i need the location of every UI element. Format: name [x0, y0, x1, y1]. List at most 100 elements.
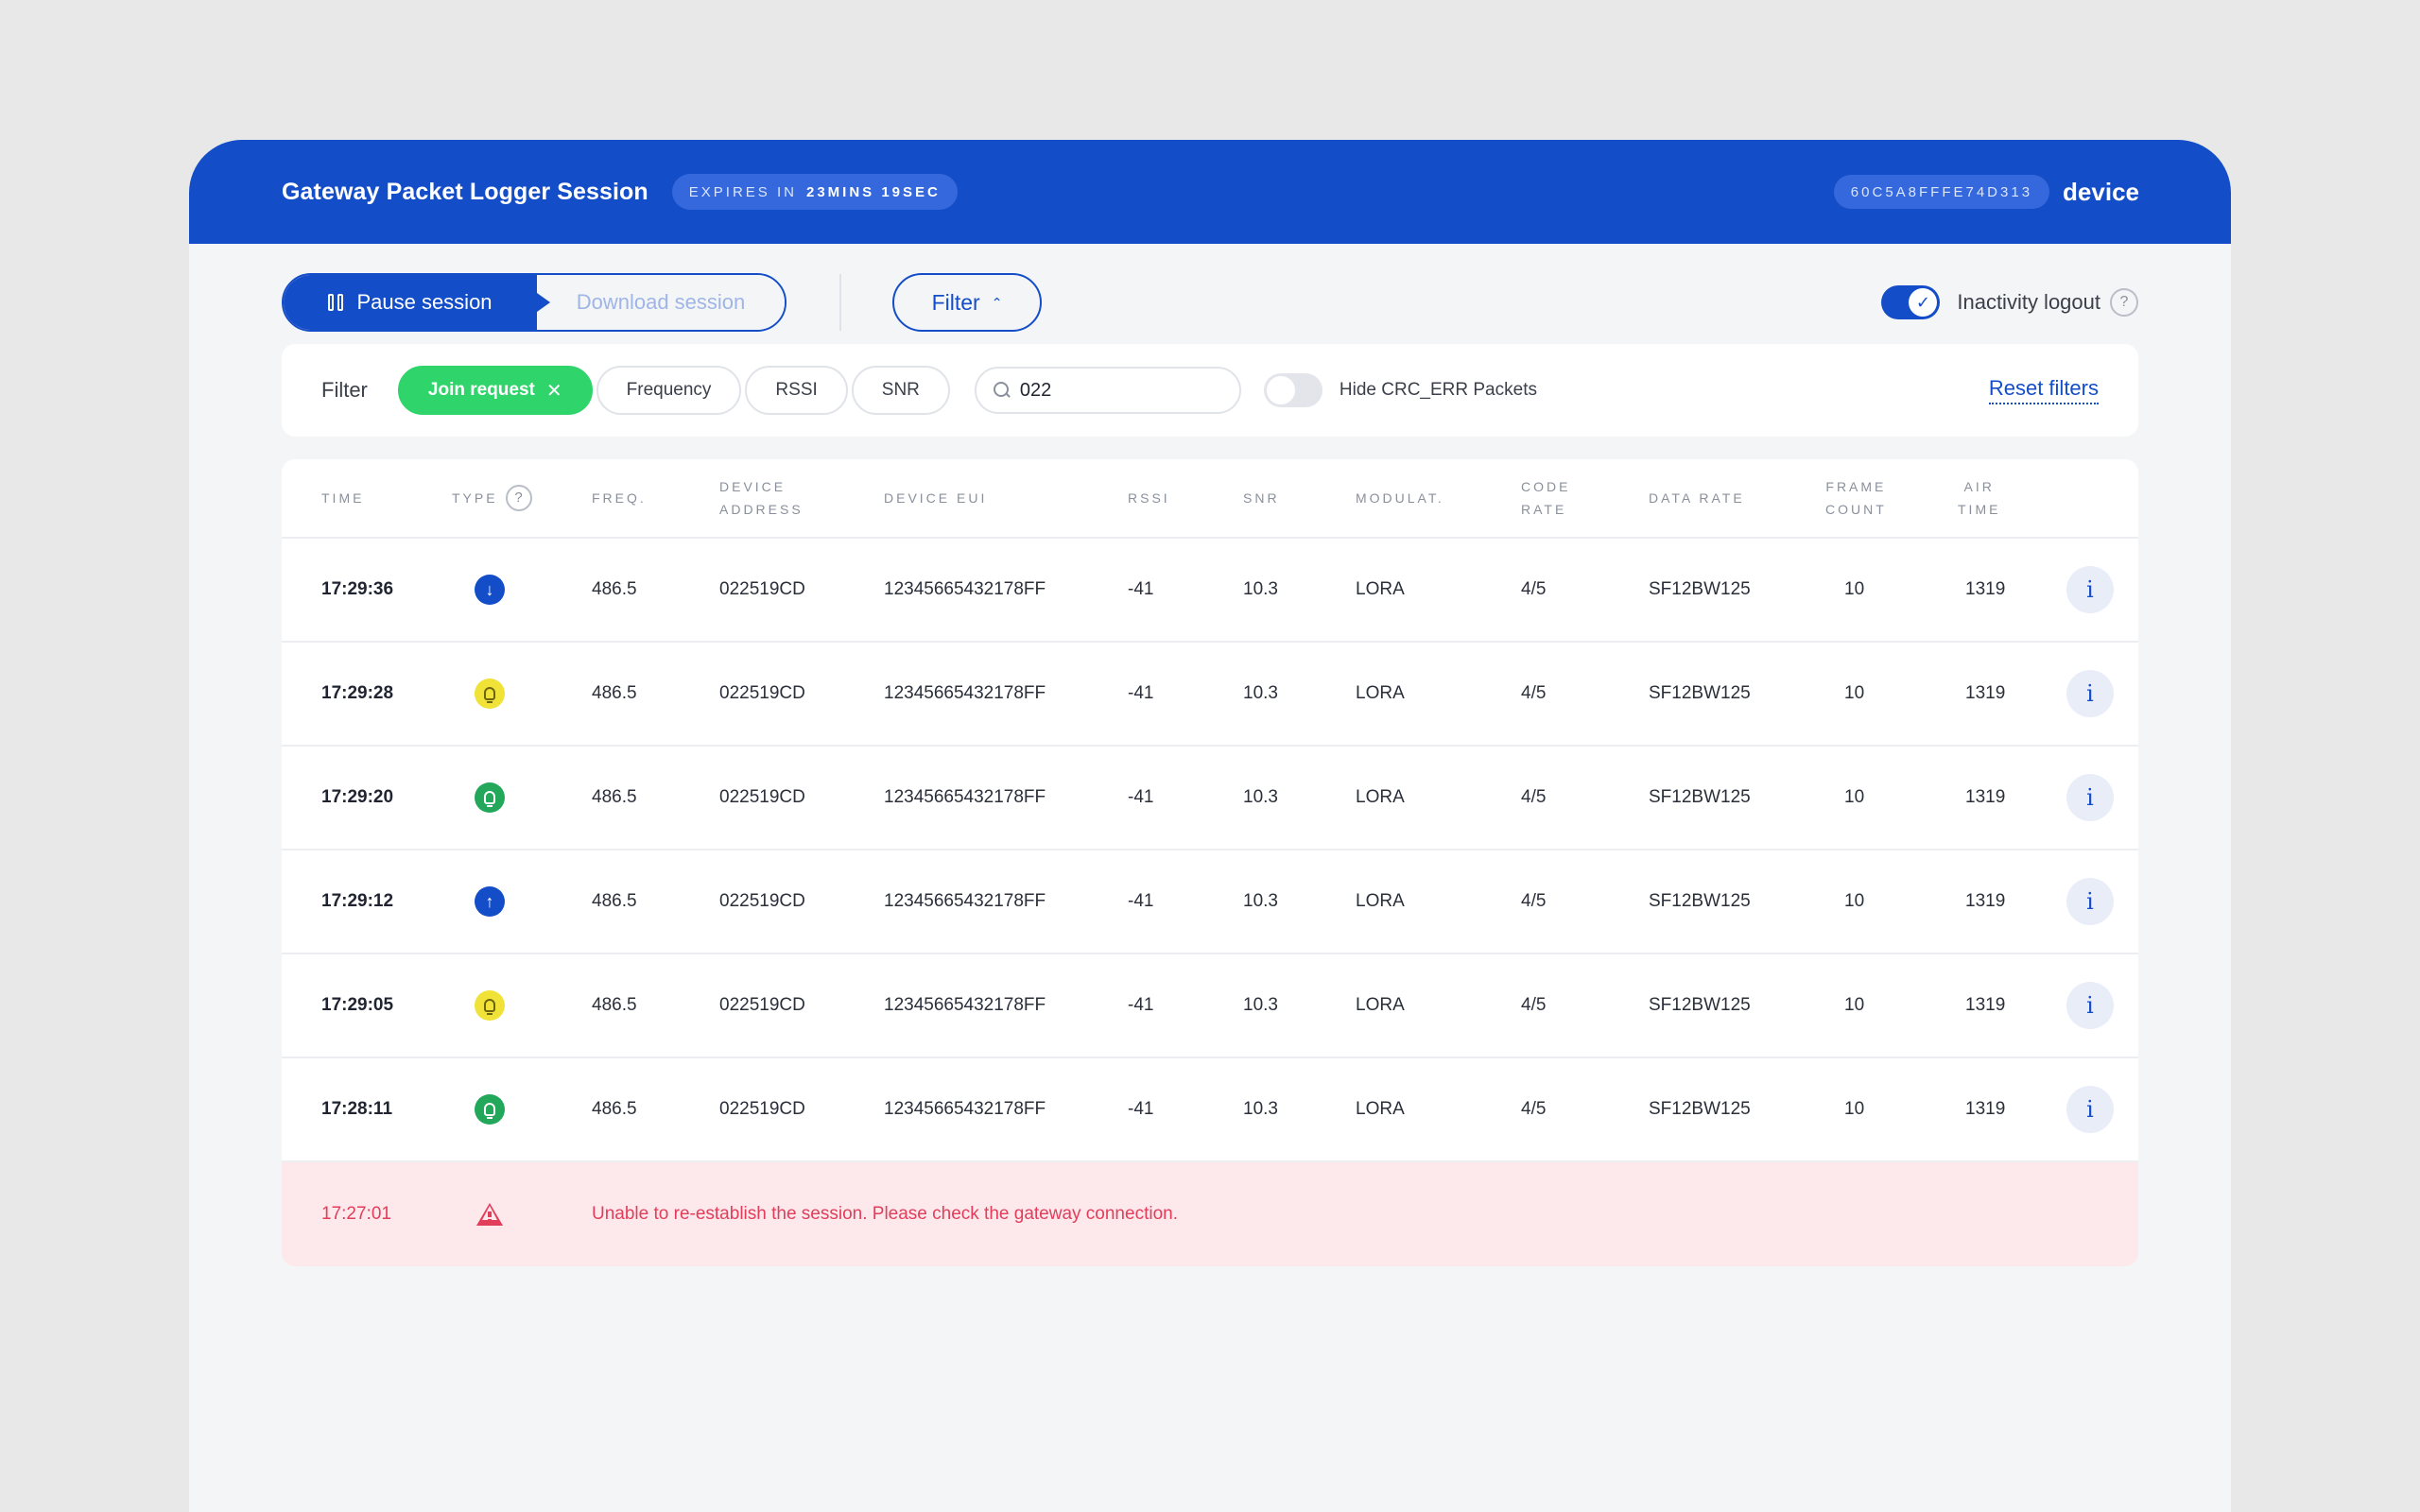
cell-modulation: LORA	[1356, 995, 1405, 1015]
cell-code-rate: 4/5	[1521, 579, 1547, 599]
search-icon	[993, 382, 1011, 399]
cell-rssi: -41	[1128, 579, 1154, 599]
cell-frame-count: 10	[1844, 683, 1865, 703]
toolbar-divider	[839, 274, 841, 331]
info-icon[interactable]: i	[2066, 774, 2114, 821]
col-device-address-line1: DEVICE	[719, 479, 786, 494]
cell-frame-count: 10	[1844, 1099, 1865, 1119]
info-icon[interactable]: i	[2066, 566, 2114, 613]
cell-freq: 486.5	[592, 579, 637, 599]
info-icon[interactable]: i	[2066, 1086, 2114, 1133]
col-type: TYPE ?	[452, 485, 532, 511]
col-device-address: DEVICE ADDRESS	[719, 475, 804, 521]
table-row[interactable]: 17:29:36 486.5 022519CD 12345665432178FF -41…	[282, 539, 2138, 643]
download-session-button[interactable]: Download session	[537, 275, 785, 330]
lightbulb-green-icon	[475, 1094, 505, 1125]
cell-rssi: -41	[1128, 1099, 1154, 1119]
inactivity-logout-toggle[interactable]: ✓	[1881, 285, 1941, 319]
cell-device-eui: 12345665432178FF	[884, 995, 1046, 1015]
page-title: Gateway Packet Logger Session	[282, 178, 648, 205]
error-time: 17:27:01	[321, 1204, 391, 1224]
table-row[interactable]: 17:29:12 486.5 022519CD 12345665432178FF -41…	[282, 850, 2138, 954]
pause-session-button[interactable]: Pause session	[284, 275, 537, 330]
cell-snr: 10.3	[1243, 683, 1278, 703]
filter-bar-label: Filter	[321, 378, 368, 402]
arrow-down-icon: ↓	[475, 575, 505, 605]
cell-code-rate: 4/5	[1521, 891, 1547, 911]
col-code-rate-line1: CODE	[1521, 479, 1571, 494]
cell-snr: 10.3	[1243, 1099, 1278, 1119]
col-snr: SNR	[1243, 490, 1280, 506]
error-message: Unable to re-establish the session. Plea…	[592, 1204, 1178, 1224]
info-icon[interactable]: i	[2066, 982, 2114, 1029]
search-input[interactable]	[1019, 379, 1209, 402]
cell-air-time: 1319	[1965, 891, 2006, 911]
cell-device-address: 022519CD	[719, 995, 805, 1015]
cell-data-rate: SF12BW125	[1649, 683, 1751, 703]
cell-frame-count: 10	[1844, 787, 1865, 807]
table-row[interactable]: 17:29:05 486.5 022519CD 12345665432178FF -41…	[282, 954, 2138, 1058]
cell-frame-count: 10	[1844, 579, 1865, 599]
chip-join-request[interactable]: Join request ✕	[397, 366, 593, 415]
col-frame-count: FRAME COUNT	[1825, 475, 1887, 521]
search-box	[974, 367, 1241, 414]
chip-frequency[interactable]: Frequency	[596, 366, 742, 415]
col-air-time: AIR TIME	[1958, 475, 2000, 521]
cell-frame-count: 10	[1844, 891, 1865, 911]
cell-snr: 10.3	[1243, 579, 1278, 599]
cell-time: 17:28:11	[321, 1099, 393, 1119]
help-icon[interactable]: ?	[505, 485, 532, 511]
expiry-value: 23MINS 19SEC	[805, 183, 941, 200]
cell-rssi: -41	[1128, 995, 1154, 1015]
hide-crc-label: Hide CRC_ERR Packets	[1339, 380, 1537, 400]
cell-time: 17:29:05	[321, 995, 394, 1015]
table-row[interactable]: 17:28:11 486.5 022519CD 12345665432178FF -41…	[282, 1058, 2138, 1162]
chip-rssi[interactable]: RSSI	[745, 366, 848, 415]
reset-filters-link[interactable]: Reset filters	[1988, 376, 2099, 404]
cell-device-eui: 12345665432178FF	[884, 579, 1046, 599]
cell-modulation: LORA	[1356, 683, 1405, 703]
hide-crc-toggle[interactable]	[1263, 373, 1322, 407]
error-row: 17:27:01 Unable to re-establish the sess…	[282, 1162, 2138, 1266]
lightbulb-yellow-icon	[475, 990, 505, 1021]
gateway-eui-badge: 60C5A8FFFE74D313	[1833, 175, 2050, 209]
help-icon[interactable]: ?	[2110, 288, 2138, 317]
header-bar: Gateway Packet Logger Session EXPIRES IN…	[189, 140, 2231, 244]
cell-device-eui: 12345665432178FF	[884, 787, 1046, 807]
table-row[interactable]: 17:29:20 486.5 022519CD 12345665432178FF -41…	[282, 747, 2138, 850]
cell-code-rate: 4/5	[1521, 683, 1547, 703]
close-icon[interactable]: ✕	[545, 380, 562, 402]
warning-icon	[476, 1203, 503, 1226]
logger-window: Gateway Packet Logger Session EXPIRES IN…	[189, 140, 2231, 1512]
cell-data-rate: SF12BW125	[1649, 995, 1751, 1015]
filter-bar: Filter Join request ✕ Frequency RSSI SNR…	[282, 344, 2138, 437]
cell-device-address: 022519CD	[719, 787, 805, 807]
table-header: TIME TYPE ? FREQ. DEVICE ADDRESS DEVICE …	[282, 459, 2138, 539]
chip-snr[interactable]: SNR	[851, 366, 950, 415]
col-freq: FREQ.	[592, 490, 647, 506]
col-modulation: MODULAT.	[1356, 490, 1444, 506]
col-code-rate: CODE RATE	[1521, 475, 1570, 521]
filter-toggle-button[interactable]: Filter ⌃	[892, 273, 1042, 332]
cell-rssi: -41	[1128, 891, 1154, 911]
col-air-time-line1: AIR	[1963, 479, 1995, 494]
table-row[interactable]: 17:29:28 486.5 022519CD 12345665432178FF -41…	[282, 643, 2138, 747]
info-icon[interactable]: i	[2066, 670, 2114, 717]
cell-modulation: LORA	[1356, 891, 1405, 911]
cell-data-rate: SF12BW125	[1649, 1099, 1751, 1119]
cell-snr: 10.3	[1243, 787, 1278, 807]
cell-time: 17:29:20	[321, 787, 394, 807]
expiry-badge: EXPIRES IN 23MINS 19SEC	[671, 174, 958, 210]
cell-data-rate: SF12BW125	[1649, 787, 1751, 807]
cell-air-time: 1319	[1965, 683, 2006, 703]
chevron-up-icon: ⌃	[991, 294, 1003, 310]
pause-icon	[328, 294, 344, 311]
filter-toggle-label: Filter	[931, 289, 980, 315]
cell-snr: 10.3	[1243, 891, 1278, 911]
cell-air-time: 1319	[1965, 995, 2006, 1015]
lightbulb-green-icon	[475, 782, 505, 813]
info-icon[interactable]: i	[2066, 878, 2114, 925]
cell-device-address: 022519CD	[719, 1099, 805, 1119]
check-icon: ✓	[1909, 288, 1938, 317]
cell-code-rate: 4/5	[1521, 1099, 1547, 1119]
